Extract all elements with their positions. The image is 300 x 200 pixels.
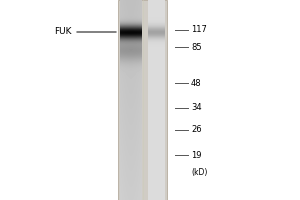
Text: (kD): (kD) xyxy=(191,168,207,176)
Text: 26: 26 xyxy=(191,126,202,134)
Text: 19: 19 xyxy=(191,150,202,160)
Text: 34: 34 xyxy=(191,104,202,112)
Text: 85: 85 xyxy=(191,43,202,51)
Text: FUK: FUK xyxy=(55,27,72,36)
Text: 117: 117 xyxy=(191,25,207,34)
Bar xyxy=(118,0,167,200)
Text: 48: 48 xyxy=(191,78,202,88)
